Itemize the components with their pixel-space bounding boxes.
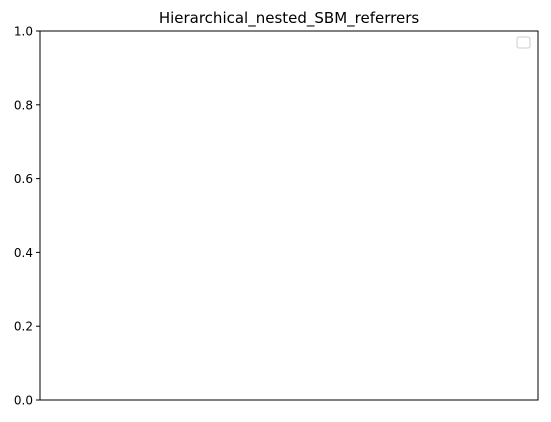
legend-box: [516, 36, 531, 49]
y-tick-label: 0.0: [14, 394, 33, 408]
y-tick-label: 0.8: [14, 98, 33, 112]
chart-title: Hierarchical_nested_SBM_referrers: [159, 9, 420, 28]
y-tick-label: 0.6: [14, 172, 33, 186]
y-axis: 0.0 0.2 0.4 0.6 0.8 1.0: [14, 25, 40, 408]
y-tick-label: 0.4: [14, 246, 33, 260]
plot-area: [39, 30, 539, 401]
y-tick-label: 1.0: [14, 25, 33, 39]
y-tick-label: 0.2: [14, 320, 33, 334]
